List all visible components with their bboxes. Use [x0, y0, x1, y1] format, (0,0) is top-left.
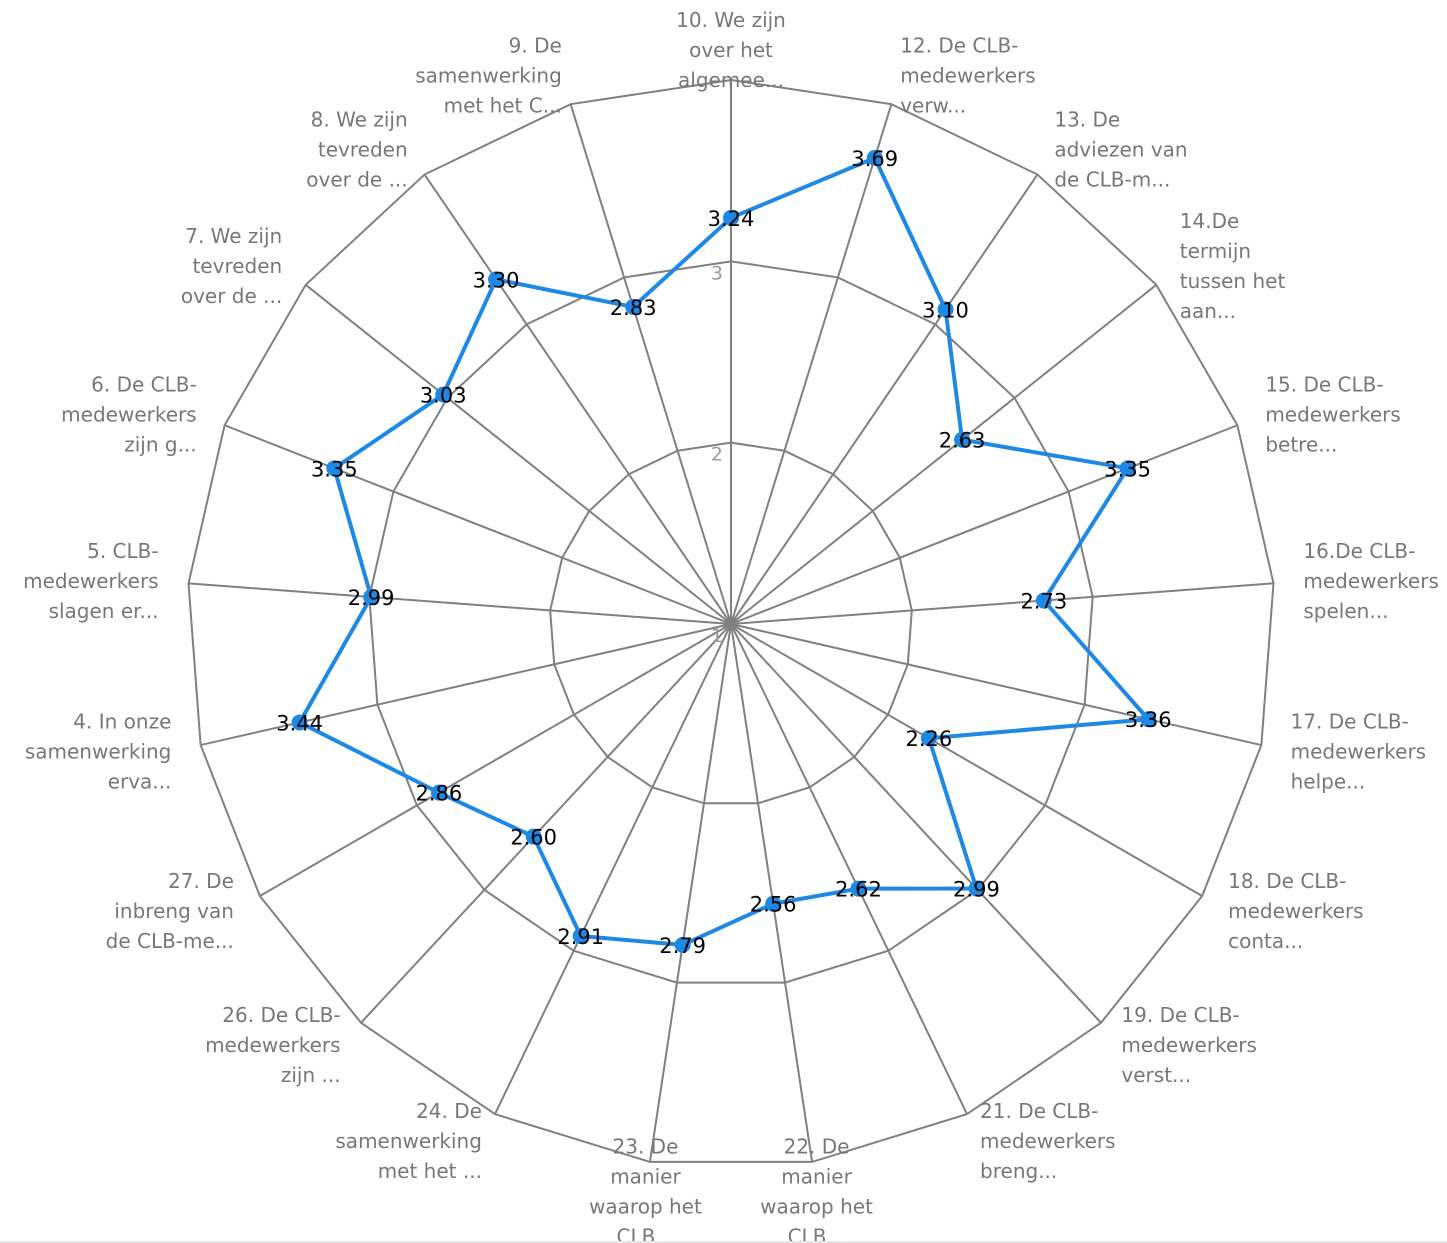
data-point	[430, 784, 447, 801]
axis-spoke	[188, 582, 732, 625]
category-label: 23. De manier waarop het CLB...	[589, 1135, 702, 1243]
axis-spoke	[730, 582, 1274, 625]
data-point	[572, 928, 589, 945]
r-tick-label: 2	[711, 444, 723, 466]
data-label: 2.91	[557, 925, 604, 949]
category-label: 16.De CLB-medewerkers spelen...	[1303, 539, 1439, 623]
category-label: 15. De CLB-medewerkers betre...	[1265, 372, 1401, 456]
axis-spoke	[305, 284, 732, 625]
category-label: 24. De samenwerking met het ...	[335, 1099, 482, 1183]
category-label: 14.De termijn tussen het aan...	[1180, 209, 1286, 323]
axis-spoke	[259, 623, 732, 897]
data-label: 3.35	[311, 457, 358, 481]
data-point	[1119, 460, 1136, 477]
axis-spoke	[224, 424, 732, 625]
data-point	[866, 149, 883, 166]
data-point	[968, 880, 985, 897]
axis-spoke	[569, 103, 732, 625]
data-point	[488, 271, 505, 288]
data-label: 2.86	[416, 782, 463, 806]
data-label: 2.79	[659, 934, 706, 958]
data-point	[850, 880, 867, 897]
category-label: 13. De adviezen van de CLB-m...	[1054, 108, 1187, 192]
data-point	[291, 714, 308, 731]
data-point	[954, 431, 971, 448]
data-label: 2.83	[610, 296, 657, 320]
axis-spoke	[730, 623, 1102, 1024]
category-label: 6. De CLB-medewerkers zijn g...	[61, 372, 197, 456]
data-label: 3.10	[922, 298, 969, 322]
grid-ring	[549, 441, 913, 805]
axis-spoke	[730, 284, 1157, 625]
axis-spoke	[730, 623, 1203, 897]
data-label: 2.26	[905, 727, 952, 751]
axis-spoke	[730, 173, 1039, 625]
grid-ring	[368, 260, 1094, 984]
data-label: 2.62	[835, 878, 882, 902]
data-point	[723, 209, 739, 226]
data-point	[363, 589, 380, 606]
axis-spoke	[730, 623, 1262, 747]
axis-spoke	[730, 103, 893, 625]
data-label: 2.99	[953, 878, 1000, 902]
category-label: 9. De samenwerking met het C...	[415, 34, 562, 118]
data-label: 3.24	[708, 207, 755, 231]
category-label: 19. De CLB-medewerkers verst...	[1121, 1003, 1257, 1087]
data-point	[326, 460, 343, 477]
axis-spoke	[730, 424, 1238, 625]
axis-spoke	[730, 623, 968, 1115]
data-point	[1035, 592, 1052, 609]
data-point	[674, 936, 691, 953]
axis-spoke	[200, 623, 732, 747]
data-point	[435, 386, 452, 403]
bottom-divider	[0, 1241, 1447, 1243]
data-point	[765, 895, 782, 912]
category-label: 27. De inbreng van de CLB-me...	[106, 869, 234, 953]
axis-spoke	[494, 623, 732, 1115]
data-label: 3.30	[473, 268, 520, 292]
r-tick-label: 3	[711, 262, 723, 284]
grid-ring	[187, 78, 1275, 1163]
category-label: 10. We zijn over het algemee...	[676, 8, 786, 92]
data-label: 2.99	[348, 586, 395, 610]
data-label: 3.44	[276, 711, 323, 735]
category-label: 4. In onze samenwerking erva...	[25, 710, 172, 794]
category-label: 22. De manier waarop het CLB...	[760, 1135, 873, 1243]
data-label: 3.36	[1125, 708, 1172, 732]
data-point	[625, 298, 642, 315]
data-label: 2.60	[510, 826, 557, 850]
data-point	[937, 301, 954, 318]
data-label: 2.56	[750, 893, 797, 917]
category-label: 21. De CLB-medewerkers breng...	[980, 1099, 1116, 1183]
data-point	[525, 828, 542, 845]
data-point	[920, 730, 937, 747]
data-label: 3.03	[420, 383, 467, 407]
axis-spoke	[730, 623, 814, 1163]
category-label: 8. We zijn tevreden over de ...	[306, 108, 407, 192]
category-label: 5. CLB-medewerkers slagen er...	[23, 539, 159, 623]
data-label: 2.73	[1020, 590, 1067, 614]
data-label: 2.63	[939, 429, 986, 453]
category-label: 7. We zijn tevreden over de ...	[181, 224, 282, 308]
category-label: 18. De CLB-medewerkers conta...	[1228, 869, 1364, 953]
axis-spoke	[423, 173, 732, 625]
axis-spoke	[360, 623, 732, 1024]
category-label: 12. De CLB-medewerkers verw...	[900, 34, 1036, 118]
data-label: 3.35	[1104, 457, 1151, 481]
category-label: 17. De CLB-medewerkers helpe...	[1291, 710, 1427, 794]
category-label: 26. De CLB-medewerkers zijn ...	[205, 1003, 341, 1087]
data-label: 3.69	[851, 147, 898, 171]
series-line	[297, 155, 1151, 947]
data-point	[1140, 711, 1157, 728]
axis-spoke	[648, 623, 732, 1163]
r-tick-label: 1	[711, 625, 723, 647]
